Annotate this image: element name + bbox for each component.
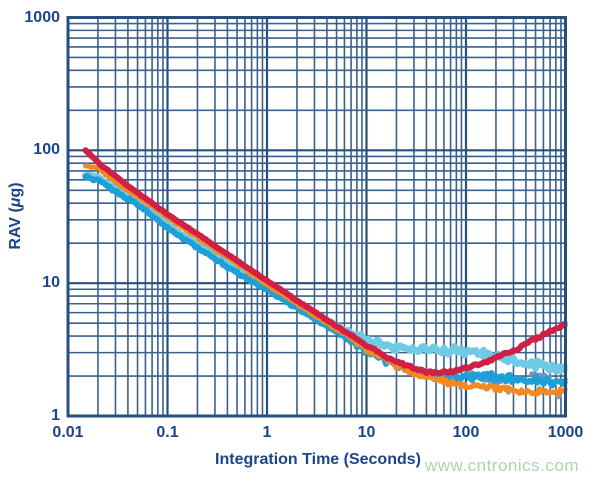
y-tick-label-1: 1 [51, 407, 60, 424]
x-tick-label-1000: 1000 [547, 424, 584, 441]
y-tick-label-100: 100 [33, 141, 60, 159]
y-tick-label-1000: 1000 [24, 8, 60, 26]
x-tick-label-10: 10 [357, 424, 376, 441]
x-tick-label-100: 100 [452, 424, 480, 441]
x-tick-label-1: 1 [262, 424, 272, 441]
x-tick-label-0.1: 0.1 [156, 424, 179, 441]
watermark-text: www.cntronics.com [425, 456, 579, 475]
y-axis-title: RAV (μg) [7, 182, 25, 249]
x-tick-label-0.01: 0.01 [52, 424, 84, 441]
x-axis-title: Integration Time (Seconds) [215, 451, 421, 468]
data-series-group [82, 147, 568, 400]
y-tick-label-10: 10 [42, 274, 60, 292]
plot-frame [66, 16, 567, 418]
y-axis-title-prefix: RAV ( [7, 207, 24, 250]
series-red-sensor-path [82, 147, 568, 377]
mu-symbol: μ [7, 197, 24, 208]
y-axis-title-suffix: g) [7, 182, 24, 198]
